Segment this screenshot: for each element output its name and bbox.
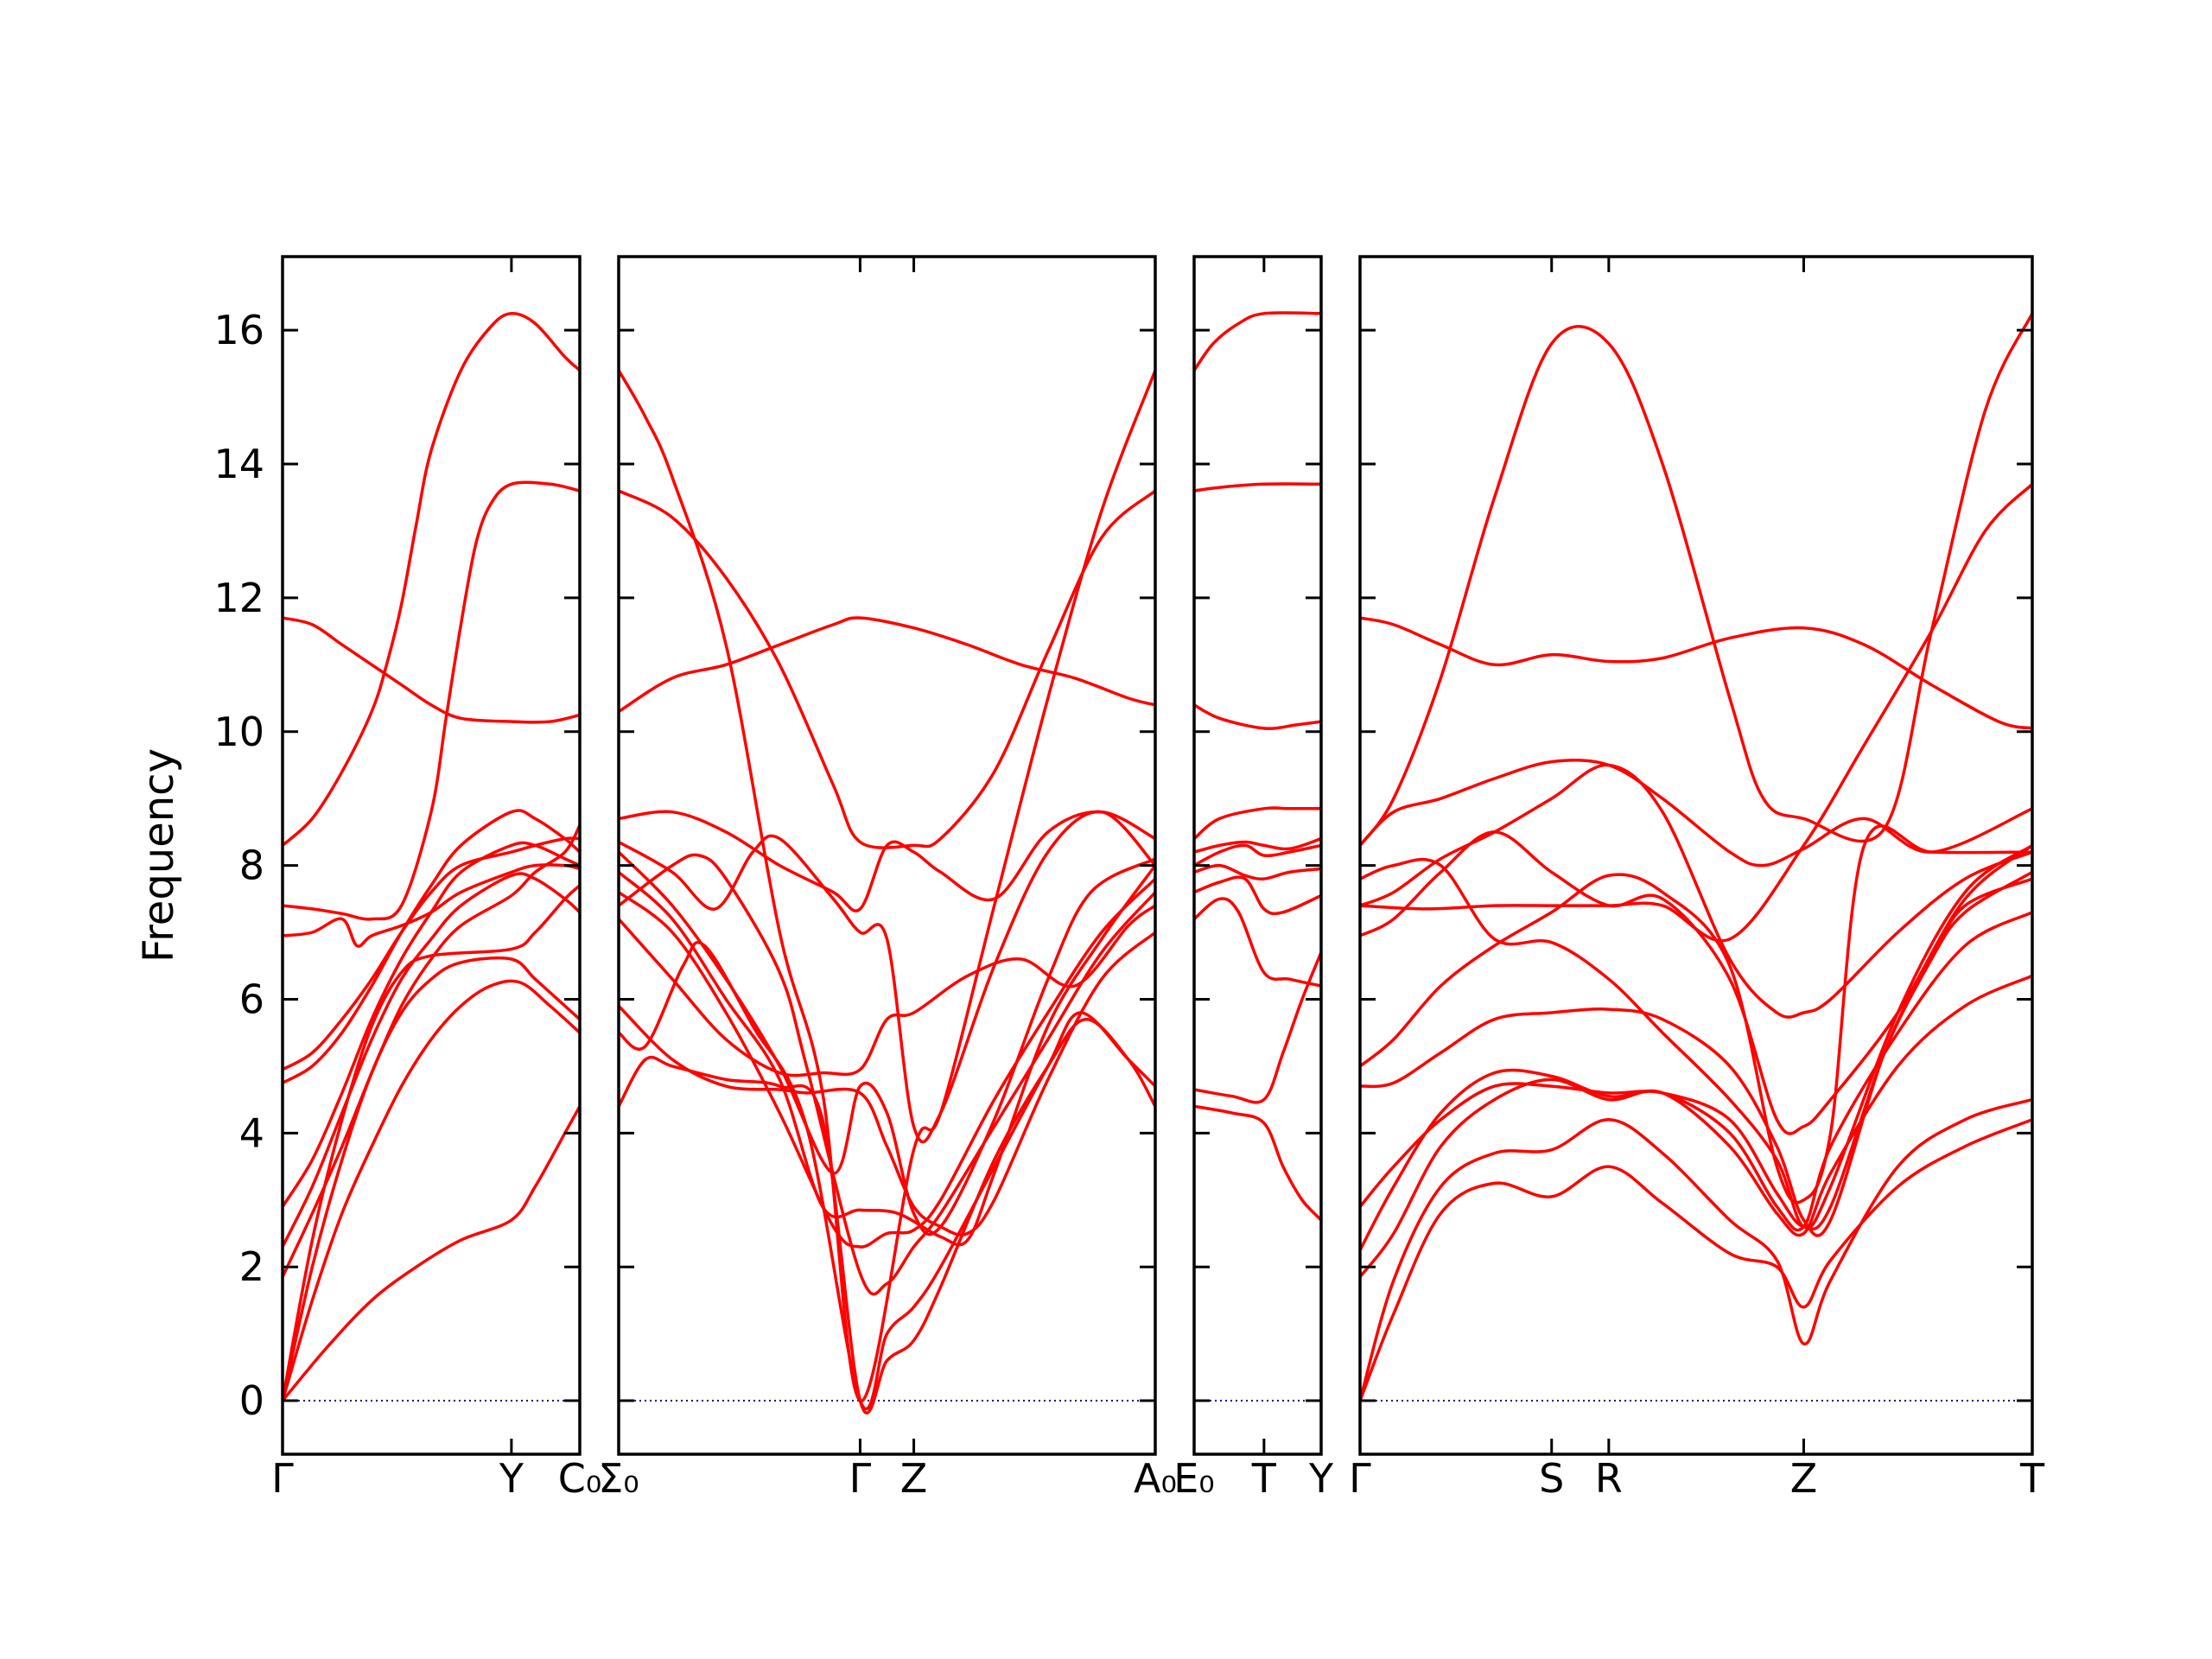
band-4 — [619, 904, 1155, 1077]
panel-3: E₀ T Y — [1173, 255, 1334, 1502]
x-tick-label: A₀ — [1134, 1455, 1177, 1502]
band-1 — [619, 1017, 1155, 1414]
panel-2: Σ₀ Γ Z A₀ — [598, 255, 1177, 1502]
band-2 — [283, 979, 580, 1402]
band-14 — [1360, 482, 2032, 943]
band-8 — [1194, 806, 1321, 841]
band-6 — [619, 877, 1155, 1249]
x-tick-label: R — [1595, 1455, 1623, 1502]
band-1 — [1194, 1104, 1321, 1222]
x-tick-label: T — [2019, 1455, 2045, 1502]
band-12 — [619, 489, 1155, 849]
band-9 — [1194, 703, 1321, 730]
band-12 — [1360, 616, 2032, 730]
band-9 — [1360, 763, 2032, 1019]
x-tick-label: Γ — [271, 1455, 294, 1502]
band-7 — [1194, 836, 1321, 854]
x-tick-label: Y — [1308, 1455, 1334, 1502]
band-9 — [283, 836, 580, 1071]
band-1 — [283, 1104, 580, 1402]
band-series-group — [283, 312, 580, 1402]
band-1 — [1360, 1118, 2032, 1402]
band-2 — [1360, 1097, 2032, 1402]
band-4 — [1360, 911, 2032, 1252]
band-5 — [619, 853, 1155, 1296]
band-6 — [283, 872, 580, 1249]
band-5 — [1194, 863, 1321, 880]
x-tick-label: Y — [499, 1455, 524, 1502]
band-13 — [1360, 312, 2032, 848]
panel-1: Γ Y C₀ — [271, 255, 602, 1502]
band-series-group — [1360, 312, 2032, 1402]
y-tick-label: 4 — [239, 1109, 264, 1156]
band-4 — [283, 884, 580, 1402]
x-tick-label: Γ — [849, 1455, 872, 1502]
band-13 — [619, 368, 1155, 1402]
panel-frame — [617, 255, 1157, 1456]
band-11 — [1194, 311, 1321, 372]
y-tick-label: 14 — [213, 441, 264, 487]
y-tick-label: 10 — [213, 709, 264, 755]
band-12 — [283, 312, 580, 848]
band-3 — [283, 956, 580, 1402]
band-2 — [1194, 950, 1321, 1104]
panel-frame — [1192, 255, 1323, 1456]
x-tick-label: E₀ — [1173, 1455, 1215, 1502]
band-10 — [619, 810, 1155, 912]
y-tick-label: 12 — [213, 575, 264, 621]
band-11 — [619, 616, 1155, 714]
x-tick-label: Z — [1790, 1455, 1818, 1502]
band-series-group — [619, 368, 1155, 1414]
band-10 — [1194, 482, 1321, 493]
band-6 — [1194, 843, 1321, 868]
band-3 — [1194, 897, 1321, 988]
x-tick-label: Σ₀ — [598, 1455, 639, 1502]
y-tick-label: 16 — [213, 307, 264, 353]
band-series-group — [1194, 311, 1321, 1222]
band-5 — [283, 823, 580, 1279]
band-7 — [283, 841, 580, 1209]
band-4 — [1194, 875, 1321, 916]
band-2 — [619, 940, 1155, 1411]
band-8 — [619, 850, 1155, 1236]
y-tick-label: 0 — [239, 1377, 264, 1424]
x-tick-label: S — [1539, 1455, 1564, 1502]
x-tick-label: Γ — [1349, 1455, 1371, 1502]
band-9 — [619, 810, 1155, 1144]
x-tick-label: T — [1251, 1455, 1277, 1502]
x-tick-label: Z — [900, 1455, 928, 1502]
band-11 — [283, 480, 580, 921]
y-tick-label: 8 — [239, 842, 264, 889]
band-10 — [1360, 843, 2032, 1230]
panel-frame — [281, 255, 582, 1456]
y-axis-label: Frequency — [135, 748, 183, 963]
panel-frame — [1358, 255, 2034, 1456]
band-13 — [283, 616, 580, 724]
band-8 — [283, 809, 580, 1085]
y-tick-label: 6 — [239, 976, 264, 1022]
y-tick-labels: 0 2 4 6 8 10 12 14 16 — [213, 307, 264, 1424]
band-7 — [619, 863, 1155, 1247]
band-6 — [1360, 870, 2032, 1237]
x-tick-label: C₀ — [558, 1455, 602, 1502]
band-3 — [1360, 974, 2032, 1279]
band-10 — [283, 863, 580, 948]
y-tick-label: 2 — [239, 1243, 264, 1290]
